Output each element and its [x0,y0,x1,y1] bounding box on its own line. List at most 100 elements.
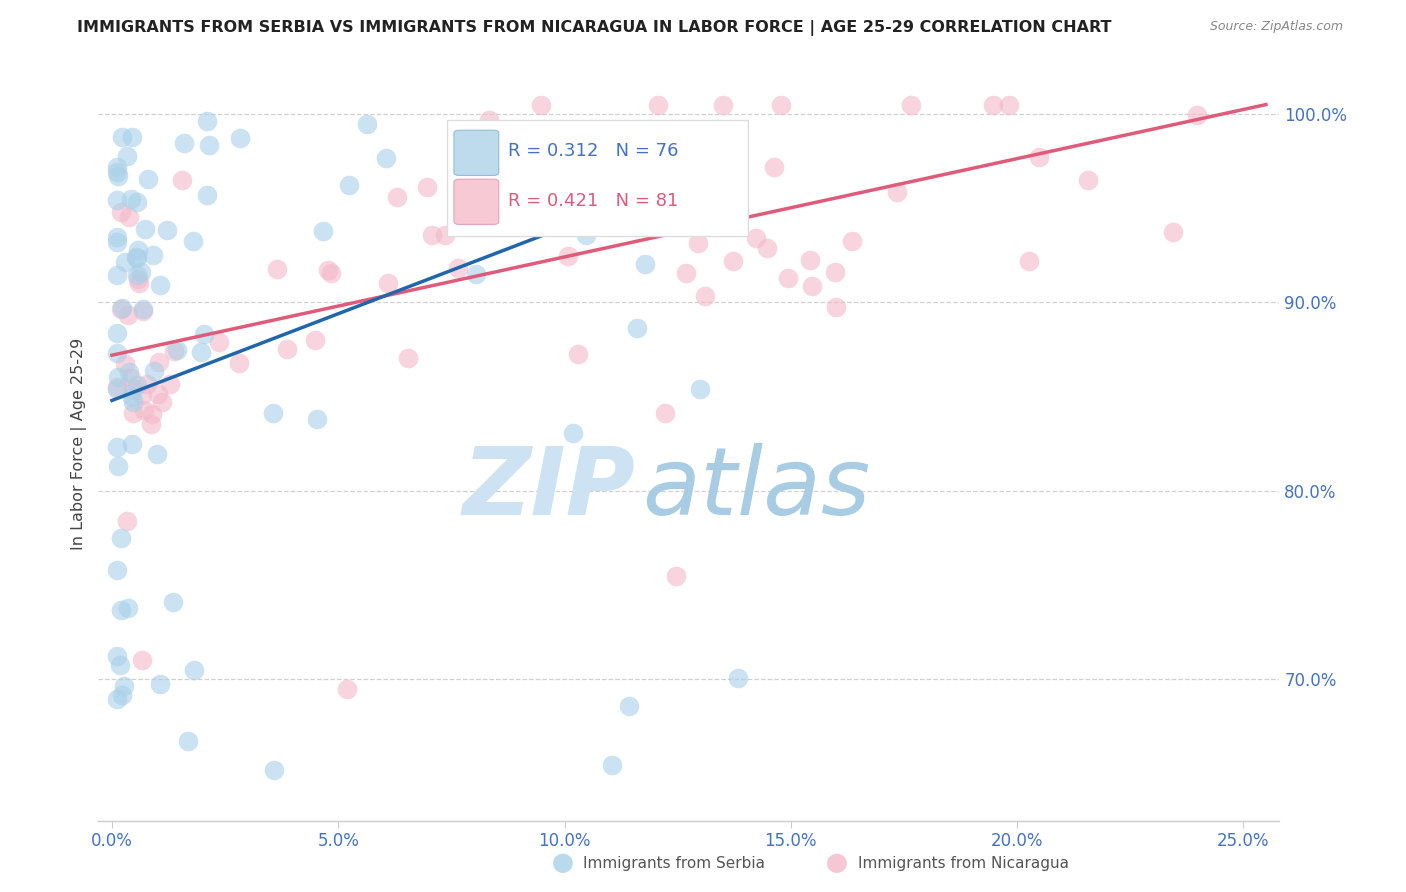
Text: Source: ZipAtlas.com: Source: ZipAtlas.com [1209,20,1343,33]
Point [115,514,138,528]
Point [136,172,159,186]
Point [617,698,640,713]
Point [654,406,676,420]
Point [105,346,128,360]
Text: R = 0.312   N = 76: R = 0.312 N = 76 [508,143,679,161]
Point [105,193,128,207]
Point [516,199,538,213]
Point [769,97,792,112]
Point [125,268,148,282]
Point [149,277,172,292]
Point [105,235,128,250]
Text: atlas: atlas [641,443,870,534]
Point [711,97,734,112]
Point [208,334,231,349]
Point [262,406,284,420]
Point [562,425,585,440]
Text: R = 0.421   N = 81: R = 0.421 N = 81 [508,192,679,210]
Point [800,279,823,293]
Point [121,130,143,145]
Point [304,333,326,347]
Point [567,183,589,197]
Point [110,531,132,545]
Text: ⬤: ⬤ [551,854,574,873]
Point [110,302,132,317]
FancyBboxPatch shape [454,179,499,225]
Point [125,250,148,264]
Point [385,190,408,204]
Point [727,202,749,217]
Point [166,343,188,357]
Point [105,268,128,283]
Point [825,301,848,315]
Point [575,228,598,243]
Point [337,178,360,193]
Point [886,186,908,200]
Text: ZIP: ZIP [463,443,636,535]
Point [997,97,1019,112]
Point [198,138,221,153]
Point [107,459,129,474]
Point [146,447,169,461]
Point [356,117,378,131]
Text: ⬤: ⬤ [825,854,848,873]
Point [900,97,922,112]
Point [530,97,553,112]
Point [134,222,156,236]
Point [105,692,128,706]
Point [276,342,298,356]
FancyBboxPatch shape [454,130,499,176]
Point [148,355,170,369]
Point [614,213,637,227]
Point [195,188,218,202]
Point [127,272,149,286]
Point [434,227,457,242]
Point [193,326,215,341]
Point [1028,150,1050,164]
Point [121,437,143,451]
Point [105,326,128,341]
Point [163,343,186,358]
Point [120,192,142,206]
Point [107,370,129,384]
Point [316,263,339,277]
Point [121,406,143,420]
Point [756,242,779,256]
Point [616,194,638,208]
Point [1163,225,1185,239]
Point [105,649,128,664]
Point [125,251,148,265]
Point [125,194,148,209]
Point [134,403,156,417]
Point [122,395,145,409]
Point [127,378,149,392]
Point [762,160,785,174]
Point [1018,254,1040,268]
Point [776,270,799,285]
Point [107,441,129,455]
Point [142,364,165,378]
Point [105,160,128,174]
Point [336,681,359,696]
Point [824,265,846,279]
Point [131,653,153,667]
Point [111,688,134,702]
Point [114,255,136,269]
Point [263,763,285,777]
Point [111,129,134,144]
Point [177,734,200,748]
Point [132,304,155,318]
Point [114,357,136,371]
Point [689,382,711,396]
Point [702,198,724,212]
Point [117,600,139,615]
Point [634,257,657,271]
Point [117,365,139,379]
Point [181,235,204,249]
Y-axis label: In Labor Force | Age 25-29: In Labor Force | Age 25-29 [72,338,87,549]
Point [460,180,482,194]
Point [661,185,683,199]
Point [396,351,419,365]
Point [112,679,135,693]
Point [688,236,710,251]
